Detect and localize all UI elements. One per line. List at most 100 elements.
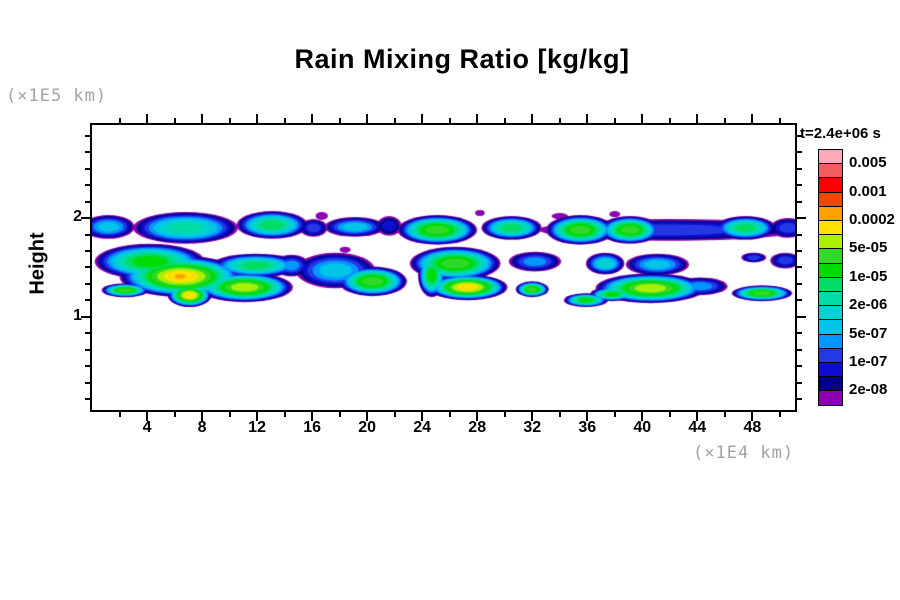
x-tick xyxy=(228,118,231,123)
y-tick xyxy=(85,200,90,203)
y-axis-factor-label: (×1E5 km) xyxy=(6,86,108,106)
colorbar-label: 1e-07 xyxy=(849,353,888,370)
colorbar-swatch xyxy=(818,248,843,264)
x-tick xyxy=(366,114,369,123)
y-tick xyxy=(85,282,90,285)
x-tick xyxy=(448,118,451,123)
x-tick xyxy=(558,412,561,417)
x-tick-label: 4 xyxy=(142,419,152,436)
y-tick xyxy=(85,398,90,401)
y-tick xyxy=(85,332,90,335)
x-tick xyxy=(476,412,479,421)
y-tick xyxy=(85,299,90,302)
x-tick xyxy=(613,118,616,123)
x-tick-label: 44 xyxy=(688,419,707,436)
y-tick-label: 2 xyxy=(73,208,82,226)
y-tick xyxy=(797,167,802,170)
colorbar-swatch xyxy=(818,220,843,236)
x-tick xyxy=(751,114,754,123)
x-tick xyxy=(256,114,259,123)
x-tick xyxy=(613,412,616,417)
x-tick-label: 8 xyxy=(197,419,207,436)
x-tick-label: 36 xyxy=(578,419,597,436)
x-tick xyxy=(586,412,589,421)
x-tick xyxy=(228,412,231,417)
y-tick xyxy=(797,200,802,203)
y-tick xyxy=(797,315,806,318)
x-tick xyxy=(448,412,451,417)
y-tick xyxy=(81,315,90,318)
x-tick xyxy=(146,114,149,123)
y-tick xyxy=(797,348,802,351)
y-tick xyxy=(85,348,90,351)
x-tick xyxy=(338,412,341,417)
colorbar-swatch xyxy=(818,205,843,221)
x-tick-label: 32 xyxy=(523,419,542,436)
colorbar-swatch xyxy=(818,390,843,406)
colorbar-label: 2e-08 xyxy=(849,381,888,399)
y-tick xyxy=(85,233,90,236)
y-tick xyxy=(797,381,802,384)
x-tick xyxy=(366,412,369,421)
x-tick xyxy=(393,412,396,417)
contour-field-canvas xyxy=(92,125,795,410)
colorbar-swatch xyxy=(818,262,843,278)
colorbar-swatch xyxy=(818,234,843,250)
y-tick xyxy=(797,134,802,137)
colorbar-swatch xyxy=(818,177,843,193)
colorbar-swatch xyxy=(818,347,843,363)
y-tick-label: 1 xyxy=(73,306,82,324)
x-tick xyxy=(311,412,314,421)
x-tick xyxy=(696,114,699,123)
x-tick-label: 16 xyxy=(303,419,321,436)
x-tick xyxy=(641,114,644,123)
x-tick xyxy=(201,412,204,421)
x-tick xyxy=(283,412,286,417)
x-tick xyxy=(118,118,121,123)
plot-frame xyxy=(90,123,797,412)
x-tick xyxy=(311,114,314,123)
x-tick xyxy=(256,412,259,421)
y-tick xyxy=(85,250,90,252)
colorbar-swatch xyxy=(818,376,843,392)
y-tick xyxy=(797,398,802,401)
x-tick xyxy=(503,118,506,123)
y-tick xyxy=(85,365,90,368)
x-tick xyxy=(723,118,726,123)
y-tick xyxy=(85,266,90,269)
y-tick xyxy=(797,217,806,220)
x-tick xyxy=(173,118,176,123)
x-tick xyxy=(586,114,589,123)
y-tick xyxy=(85,151,90,154)
y-tick xyxy=(797,332,802,335)
x-tick xyxy=(503,412,506,417)
colorbar-label: 0.005 xyxy=(849,154,887,172)
y-tick xyxy=(797,151,802,154)
y-tick xyxy=(797,184,802,187)
colorbar-swatch xyxy=(818,291,843,307)
x-tick-label: 24 xyxy=(413,419,432,436)
y-tick xyxy=(797,250,802,252)
y-tick xyxy=(85,134,90,137)
x-tick xyxy=(393,118,396,123)
colorbar-swatch xyxy=(818,305,843,321)
colorbar-label: 5e-05 xyxy=(849,239,888,257)
y-tick xyxy=(797,299,802,302)
x-tick xyxy=(421,114,424,123)
x-tick xyxy=(778,412,781,417)
x-tick xyxy=(668,412,671,417)
colorbar-label: 0.0002 xyxy=(849,211,895,228)
x-tick xyxy=(668,118,671,123)
colorbar-label: 0.001 xyxy=(849,182,887,200)
colorbar-label: 1e-05 xyxy=(849,267,888,285)
colorbar-swatch xyxy=(818,362,843,378)
y-tick xyxy=(85,167,90,170)
time-label: t=2.4e+06 s xyxy=(800,125,881,142)
x-tick xyxy=(476,114,479,123)
x-tick xyxy=(283,118,286,123)
colorbar-label: 2e-06 xyxy=(849,296,888,314)
x-tick xyxy=(531,114,534,123)
chart-title: Rain Mixing Ratio [kg/kg] xyxy=(294,44,630,74)
x-tick xyxy=(421,412,424,421)
